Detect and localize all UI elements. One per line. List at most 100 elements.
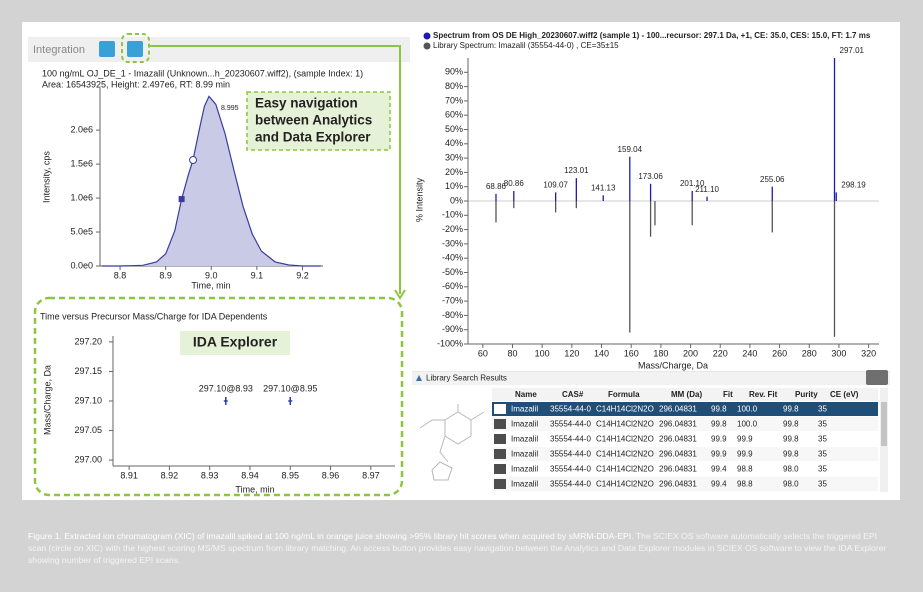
table-cell: 35: [818, 405, 827, 414]
y-tick-label: 80%: [445, 81, 463, 91]
table-cell: 296.04831: [659, 435, 697, 444]
y-tick-label: -40%: [442, 253, 463, 263]
y-tick-label: -90%: [442, 324, 463, 334]
navigation-callout: [246, 91, 391, 151]
y-tick-label: 30%: [445, 152, 463, 162]
y-tick-label: 40%: [445, 138, 463, 148]
peak-label: 297.01: [840, 46, 865, 55]
y-tick-label: 297.10: [74, 395, 102, 405]
collapse-icon[interactable]: [416, 375, 422, 381]
peak-label: 201.10: [680, 179, 705, 188]
x-axis-label: Time, min: [235, 484, 274, 494]
x-tick-label: 8.94: [241, 470, 259, 480]
row-icon: [494, 464, 506, 474]
x-tick-label: 80: [508, 348, 518, 358]
table-cell: Imazalil: [511, 435, 538, 444]
table-cell: 99.9: [711, 450, 727, 459]
x-tick-label: 9.0: [205, 270, 218, 280]
x-tick-label: 8.91: [120, 470, 138, 480]
selected-scan-marker: [189, 156, 198, 165]
table-cell: 35554-44-0: [550, 420, 591, 429]
y-tick-label: 1.0e6: [70, 192, 93, 202]
x-tick-label: 8.8: [114, 270, 127, 280]
table-cell: 296.04831: [659, 405, 697, 414]
y-axis-label: Mass/Charge, Da: [42, 365, 52, 435]
scrollbar-thumb[interactable]: [881, 402, 887, 446]
y-tick-label: -10%: [442, 210, 463, 220]
x-tick-label: 100: [535, 348, 550, 358]
table-row[interactable]: [492, 447, 878, 461]
table-cell: 99.4: [711, 480, 727, 489]
y-tick-label: 90%: [445, 67, 463, 77]
table-cell: 99.8: [711, 420, 727, 429]
table-row[interactable]: [492, 462, 878, 476]
column-header: Formula: [608, 390, 640, 399]
column-header: Fit: [723, 390, 733, 399]
legend-marker: [423, 42, 431, 50]
caption-lead: Figure 1. Extracted ion chromatogram (XI…: [28, 531, 634, 541]
y-tick-label: 0%: [450, 195, 463, 205]
row-icon: [494, 419, 506, 429]
x-tick-label: 8.96: [322, 470, 340, 480]
table-cell: 100.0: [737, 405, 758, 414]
table-cell: 35554-44-0: [550, 435, 591, 444]
table-cell: 35554-44-0: [550, 480, 591, 489]
x-tick-label: 180: [653, 348, 668, 358]
y-tick-label: 5.0e5: [70, 226, 93, 236]
y-tick-label: 70%: [445, 95, 463, 105]
y-tick-label: 297.05: [74, 425, 102, 435]
explorer-button[interactable]: [127, 41, 143, 57]
column-header: Rev. Fit: [749, 390, 778, 399]
table-cell: 35554-44-0: [550, 465, 591, 474]
table-row[interactable]: [492, 417, 878, 431]
y-tick-label: -80%: [442, 310, 463, 320]
table-row[interactable]: [492, 402, 878, 416]
table-cell: 296.04831: [659, 465, 697, 474]
navigation-callout-text: between Analytics: [255, 113, 372, 128]
x-tick-label: 120: [564, 348, 579, 358]
table-cell: C14H14Cl2N2O: [596, 450, 654, 459]
table-cell: 296.04831: [659, 450, 697, 459]
x-tick-label: 8.92: [161, 470, 179, 480]
peak-label: 298.19: [841, 181, 866, 190]
table-cell: 35: [818, 450, 827, 459]
y-tick-label: 297.20: [74, 336, 102, 346]
search-button[interactable]: [866, 370, 888, 385]
point-label: 297.10@8.95: [263, 383, 317, 393]
x-tick-label: 140: [594, 348, 609, 358]
ida-callout-text: IDA Explorer: [193, 334, 278, 350]
table-cell: 98.8: [737, 480, 753, 489]
table-row[interactable]: [492, 477, 878, 491]
toolbar: [28, 37, 410, 62]
y-tick-label: 297.00: [74, 454, 102, 464]
navigation-callout-text: Easy navigation: [255, 96, 358, 111]
column-header: MM (Da): [671, 390, 702, 399]
x-tick-label: 8.95: [281, 470, 299, 480]
x-axis-label: Time, min: [191, 280, 230, 290]
peak-label: 123.01: [564, 166, 589, 175]
table-titlebar: [412, 372, 890, 385]
ida-callout: [180, 331, 290, 355]
table-cell: Imazalil: [511, 450, 538, 459]
y-axis-label: Intensity, cps: [41, 151, 51, 203]
xic-trace: [101, 95, 321, 267]
y-tick-label: 10%: [445, 181, 463, 191]
x-tick-label: 220: [713, 348, 728, 358]
column-header: Name: [515, 390, 537, 399]
x-tick-label: 260: [772, 348, 787, 358]
table-cell: 35554-44-0: [550, 405, 591, 414]
legend-label: Library Spectrum: Imazalil (35554-44-0) …: [433, 41, 619, 50]
callout-arrow: [394, 289, 406, 300]
table-title: Library Search Results: [426, 374, 507, 383]
table-row[interactable]: [492, 432, 878, 446]
table-cell: 98.0: [783, 465, 799, 474]
y-tick-label: 60%: [445, 110, 463, 120]
y-tick-label: -100%: [437, 338, 463, 348]
peak-label: 211.10: [695, 185, 719, 194]
x-tick-label: 9.2: [296, 270, 309, 280]
integration-button[interactable]: [99, 41, 115, 57]
scan-marker: [178, 196, 185, 203]
table-header-bg: [492, 388, 878, 401]
table-cell: 98.0: [783, 480, 799, 489]
